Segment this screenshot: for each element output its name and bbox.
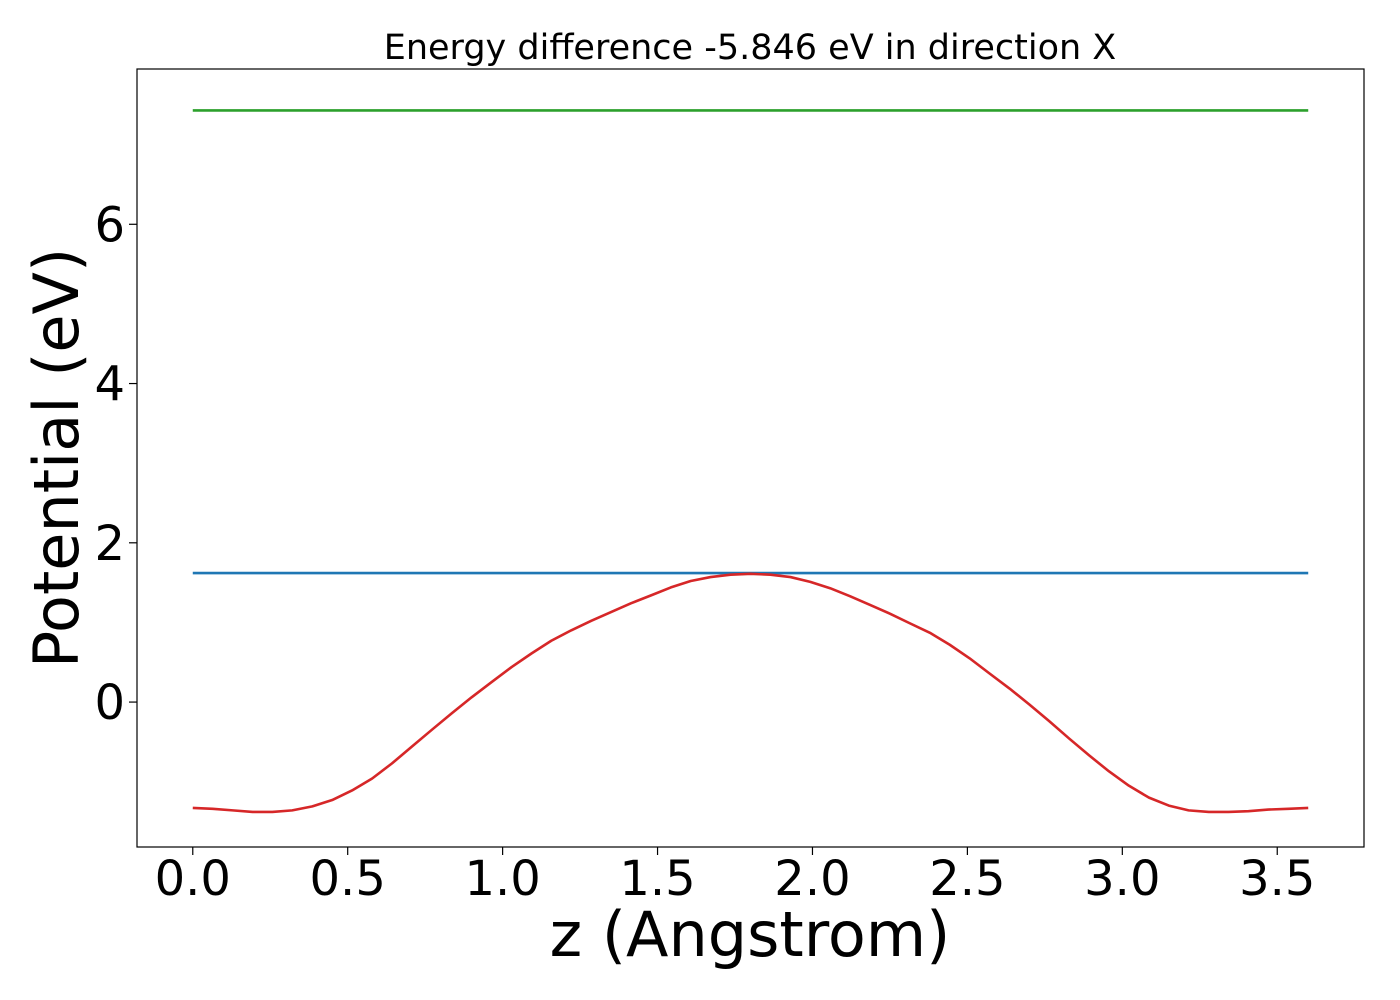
x-axis-label: z (Angstrom) [550,898,951,971]
y-axis-label: Potential (eV) [20,248,93,668]
series-line-2 [192,572,1309,814]
x-tick-label: 0.5 [310,851,386,907]
plot-area-frame [136,68,1365,848]
x-axis-ticks: 0.0 0.5 1.0 1.5 2.0 2.5 3.0 3.5 [155,847,1315,907]
x-tick-label: 2.5 [929,851,1005,907]
x-tick-label: 1.0 [464,851,540,907]
x-tick-label: 3.0 [1084,851,1160,907]
y-tick-label: 0 [94,675,125,731]
x-tick-label: 0.0 [155,851,231,907]
chart-title: Energy difference -5.846 eV in direction… [384,28,1117,68]
y-tick-label: 6 [94,197,125,253]
x-tick-label: 3.5 [1239,851,1315,907]
x-tick-label: 1.5 [619,851,695,907]
series-layer [192,109,1309,814]
y-axis-ticks: 0 2 4 6 [94,197,137,731]
y-tick-label: 2 [94,516,125,572]
x-tick-label: 2.0 [774,851,850,907]
y-tick-label: 4 [94,357,125,413]
